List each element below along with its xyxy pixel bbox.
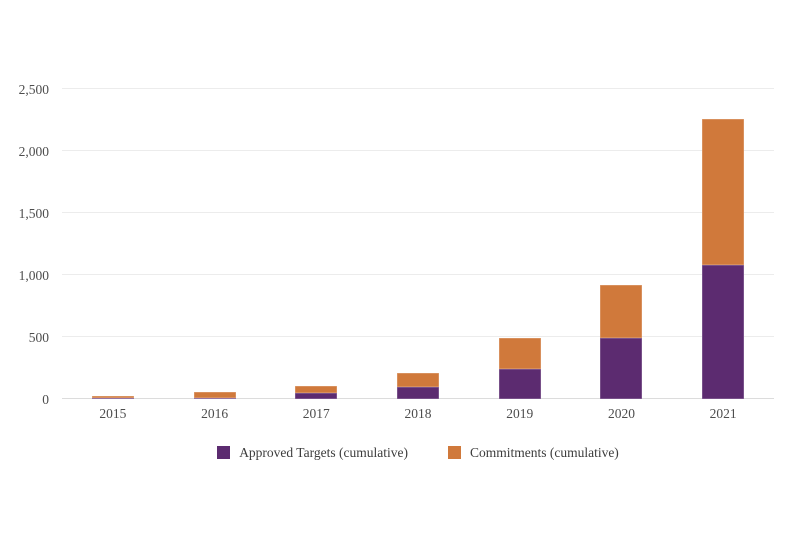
bar-segment[interactable] xyxy=(498,368,541,399)
bar-segment[interactable] xyxy=(295,393,338,399)
stacked-bar-2018[interactable] xyxy=(397,372,440,399)
bar-segment[interactable] xyxy=(600,338,643,399)
x-axis-tick-label: 2021 xyxy=(709,406,737,421)
bar-segment[interactable] xyxy=(600,284,643,339)
bar-column xyxy=(571,89,673,399)
bar-segment[interactable] xyxy=(193,392,236,398)
y-axis-tick-label: 500 xyxy=(28,329,49,345)
y-axis-tick-label: 1,500 xyxy=(18,205,49,221)
legend: Approved Targets (cumulative) Commitments… xyxy=(62,446,774,460)
bar-segment[interactable] xyxy=(397,387,440,399)
gridline xyxy=(62,212,774,213)
y-axis-tick-label: 2,000 xyxy=(18,143,49,159)
stacked-bar-2015[interactable] xyxy=(91,395,134,399)
plot-area: 0 500 1,000 1,500 2,000 2,500 xyxy=(19,82,774,405)
bars-row xyxy=(62,89,774,399)
bar-segment[interactable] xyxy=(91,398,134,399)
bar-column xyxy=(672,89,774,399)
gridline xyxy=(62,88,774,89)
stacked-bar-2016[interactable] xyxy=(193,392,236,399)
x-axis-tick-label: 2019 xyxy=(506,406,534,421)
y-axis-tick-label: 1,000 xyxy=(18,267,49,283)
gridline xyxy=(62,150,774,151)
x-axis-tick-label: 2020 xyxy=(607,406,635,421)
legend-item[interactable]: Approved Targets (cumulative) xyxy=(217,446,408,460)
legend-label: Commitments (cumulative) xyxy=(469,445,619,460)
bar-segment[interactable] xyxy=(295,385,338,394)
bar-segment[interactable] xyxy=(702,118,745,266)
legend-swatch-icon xyxy=(217,446,231,460)
x-axis-tick-label: 2016 xyxy=(201,406,229,421)
bar-column xyxy=(62,89,164,399)
bar-segment[interactable] xyxy=(498,337,541,369)
y-axis-tick-label: 2,500 xyxy=(18,81,49,97)
x-axis-tick-label: 2018 xyxy=(404,406,432,421)
bar-segment[interactable] xyxy=(702,265,745,399)
legend-swatch-icon xyxy=(447,446,461,460)
x-axis-labels: 2015 2016 2017 2018 2019 2020 2021 xyxy=(62,406,774,422)
gridline xyxy=(62,274,774,275)
gridline xyxy=(62,336,774,337)
bar-column xyxy=(164,89,266,399)
x-axis-tick-label: 2017 xyxy=(302,406,330,421)
bar-segment[interactable] xyxy=(193,397,236,399)
legend-item[interactable]: Commitments (cumulative) xyxy=(447,445,619,460)
bar-segment[interactable] xyxy=(91,395,134,399)
bar-column xyxy=(367,89,469,399)
stacked-bar-2021[interactable] xyxy=(702,118,745,399)
bar-column xyxy=(469,89,571,399)
stacked-bar-2020[interactable] xyxy=(600,284,643,399)
x-axis-tick-label: 2015 xyxy=(99,406,127,421)
stacked-bar-2017[interactable] xyxy=(295,385,338,399)
stacked-bar-2019[interactable] xyxy=(498,337,541,399)
legend-label: Approved Targets (cumulative) xyxy=(239,445,408,460)
y-axis-tick-label: 0 xyxy=(42,391,49,407)
bar-segment[interactable] xyxy=(397,372,440,388)
bar-column xyxy=(265,89,367,399)
